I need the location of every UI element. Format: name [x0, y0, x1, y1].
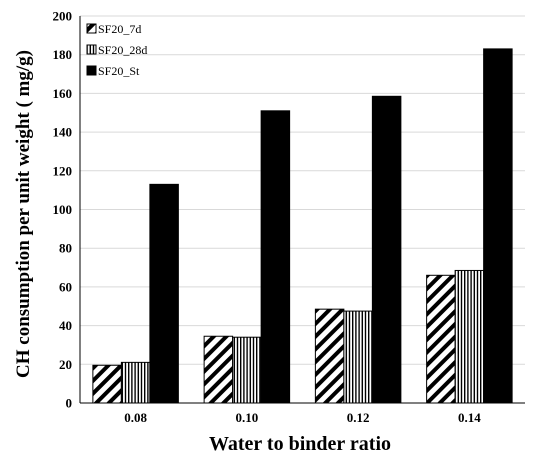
bars — [92, 48, 513, 404]
y-tick-label: 80 — [59, 241, 72, 256]
x-tick-label: 0.08 — [124, 410, 147, 425]
bar-SF20_7d-0.14 — [426, 274, 456, 404]
legend-label-SF20_28d: SF20_28d — [98, 43, 147, 57]
axes — [79, 16, 525, 404]
y-tick-label: 60 — [59, 279, 72, 294]
x-tick-label: 0.10 — [236, 410, 259, 425]
bar-SF20_7d-0.12 — [314, 308, 345, 404]
bar-SF20_St-0.14 — [483, 48, 513, 404]
y-tick-label: 140 — [53, 125, 73, 140]
x-axis-title: Water to binder ratio — [209, 433, 391, 455]
legend-swatch-SF20_28d — [86, 44, 97, 55]
legend: SF20_7d SF20_28d SF20_St — [86, 22, 147, 78]
legend-swatch-SF20_7d — [86, 23, 97, 34]
bar-SF20_28d-0.08 — [120, 361, 151, 404]
bar-SF20_7d-0.10 — [203, 335, 234, 404]
bar-SF20_28d-0.12 — [343, 310, 373, 404]
bar-SF20_28d-0.10 — [232, 336, 262, 404]
y-axis-title: CH consumption per unit weight ( mg/g) — [13, 50, 34, 378]
bar-SF20_St-0.10 — [260, 110, 291, 404]
legend-label-SF20_7d: SF20_7d — [98, 22, 141, 36]
y-tick-label: 100 — [53, 202, 73, 217]
bar-SF20_St-0.08 — [149, 183, 179, 404]
x-tick-label: 0.14 — [458, 410, 481, 425]
y-tick-label: 160 — [53, 86, 73, 101]
y-tick-label: 40 — [59, 318, 72, 333]
y-tick-label: 180 — [53, 47, 73, 62]
y-tick-labels: 0 20 40 60 80 100 120 140 160 180 200 — [53, 9, 73, 411]
legend-label-SF20_St: SF20_St — [98, 64, 140, 78]
y-tick-label: 120 — [53, 163, 73, 178]
x-tick-label: 0.12 — [347, 410, 370, 425]
y-tick-label: 0 — [66, 396, 73, 411]
y-tick-label: 200 — [53, 9, 73, 24]
x-tick-labels: 0.08 0.10 0.12 0.14 — [124, 410, 481, 425]
y-tick-label: 20 — [59, 357, 72, 372]
bar-SF20_St-0.12 — [371, 95, 402, 404]
bar-SF20_7d-0.08 — [92, 364, 122, 404]
bar-SF20_28d-0.14 — [454, 269, 485, 404]
legend-swatch-SF20_St — [86, 65, 97, 76]
